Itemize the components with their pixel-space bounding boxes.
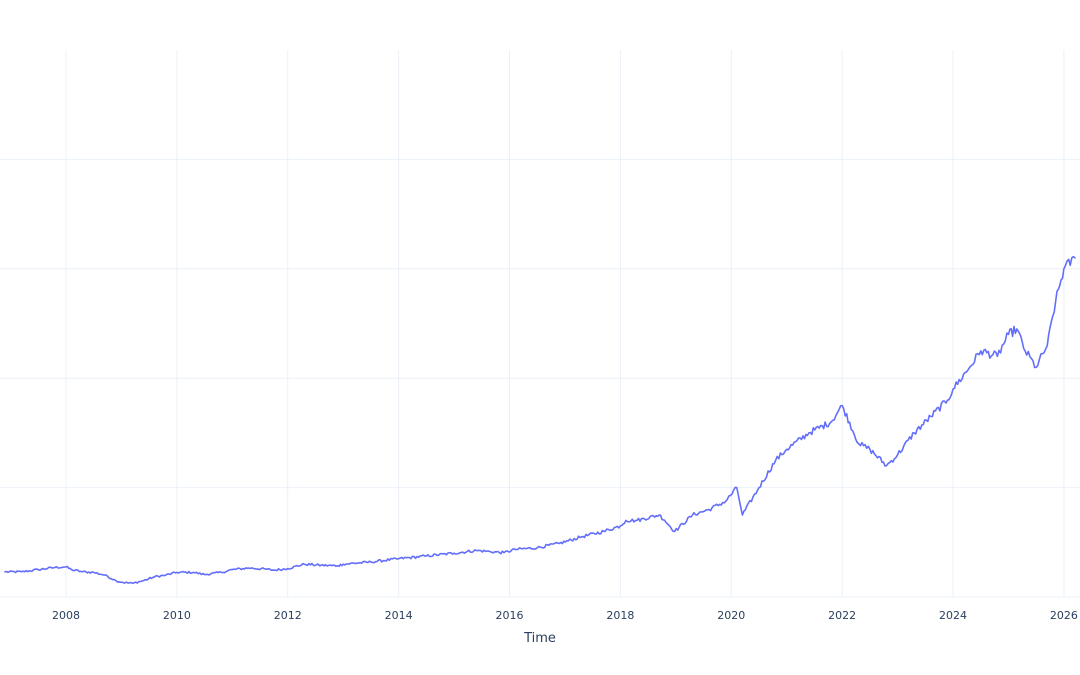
series-layer [4,255,1076,585]
x-tick-label: 2010 [163,609,191,622]
gridlines [0,50,1080,598]
x-tick-label: 2008 [52,609,80,622]
x-tick-label: 2024 [939,609,967,622]
x-tick-label: 2022 [828,609,856,622]
x-tick-label: 2018 [606,609,634,622]
series-line [4,255,1076,585]
x-tick-label: 2012 [274,609,302,622]
x-tick-label: 2020 [717,609,745,622]
x-tick-label: 2016 [496,609,524,622]
x-tick-label: 2014 [385,609,413,622]
x-axis-ticks: 2008 2010 2012 2014 2016 2018 2020 2022 2024 2026 [52,609,1078,622]
x-tick-label: 2026 [1050,609,1078,622]
x-axis-title: Time [523,631,556,646]
